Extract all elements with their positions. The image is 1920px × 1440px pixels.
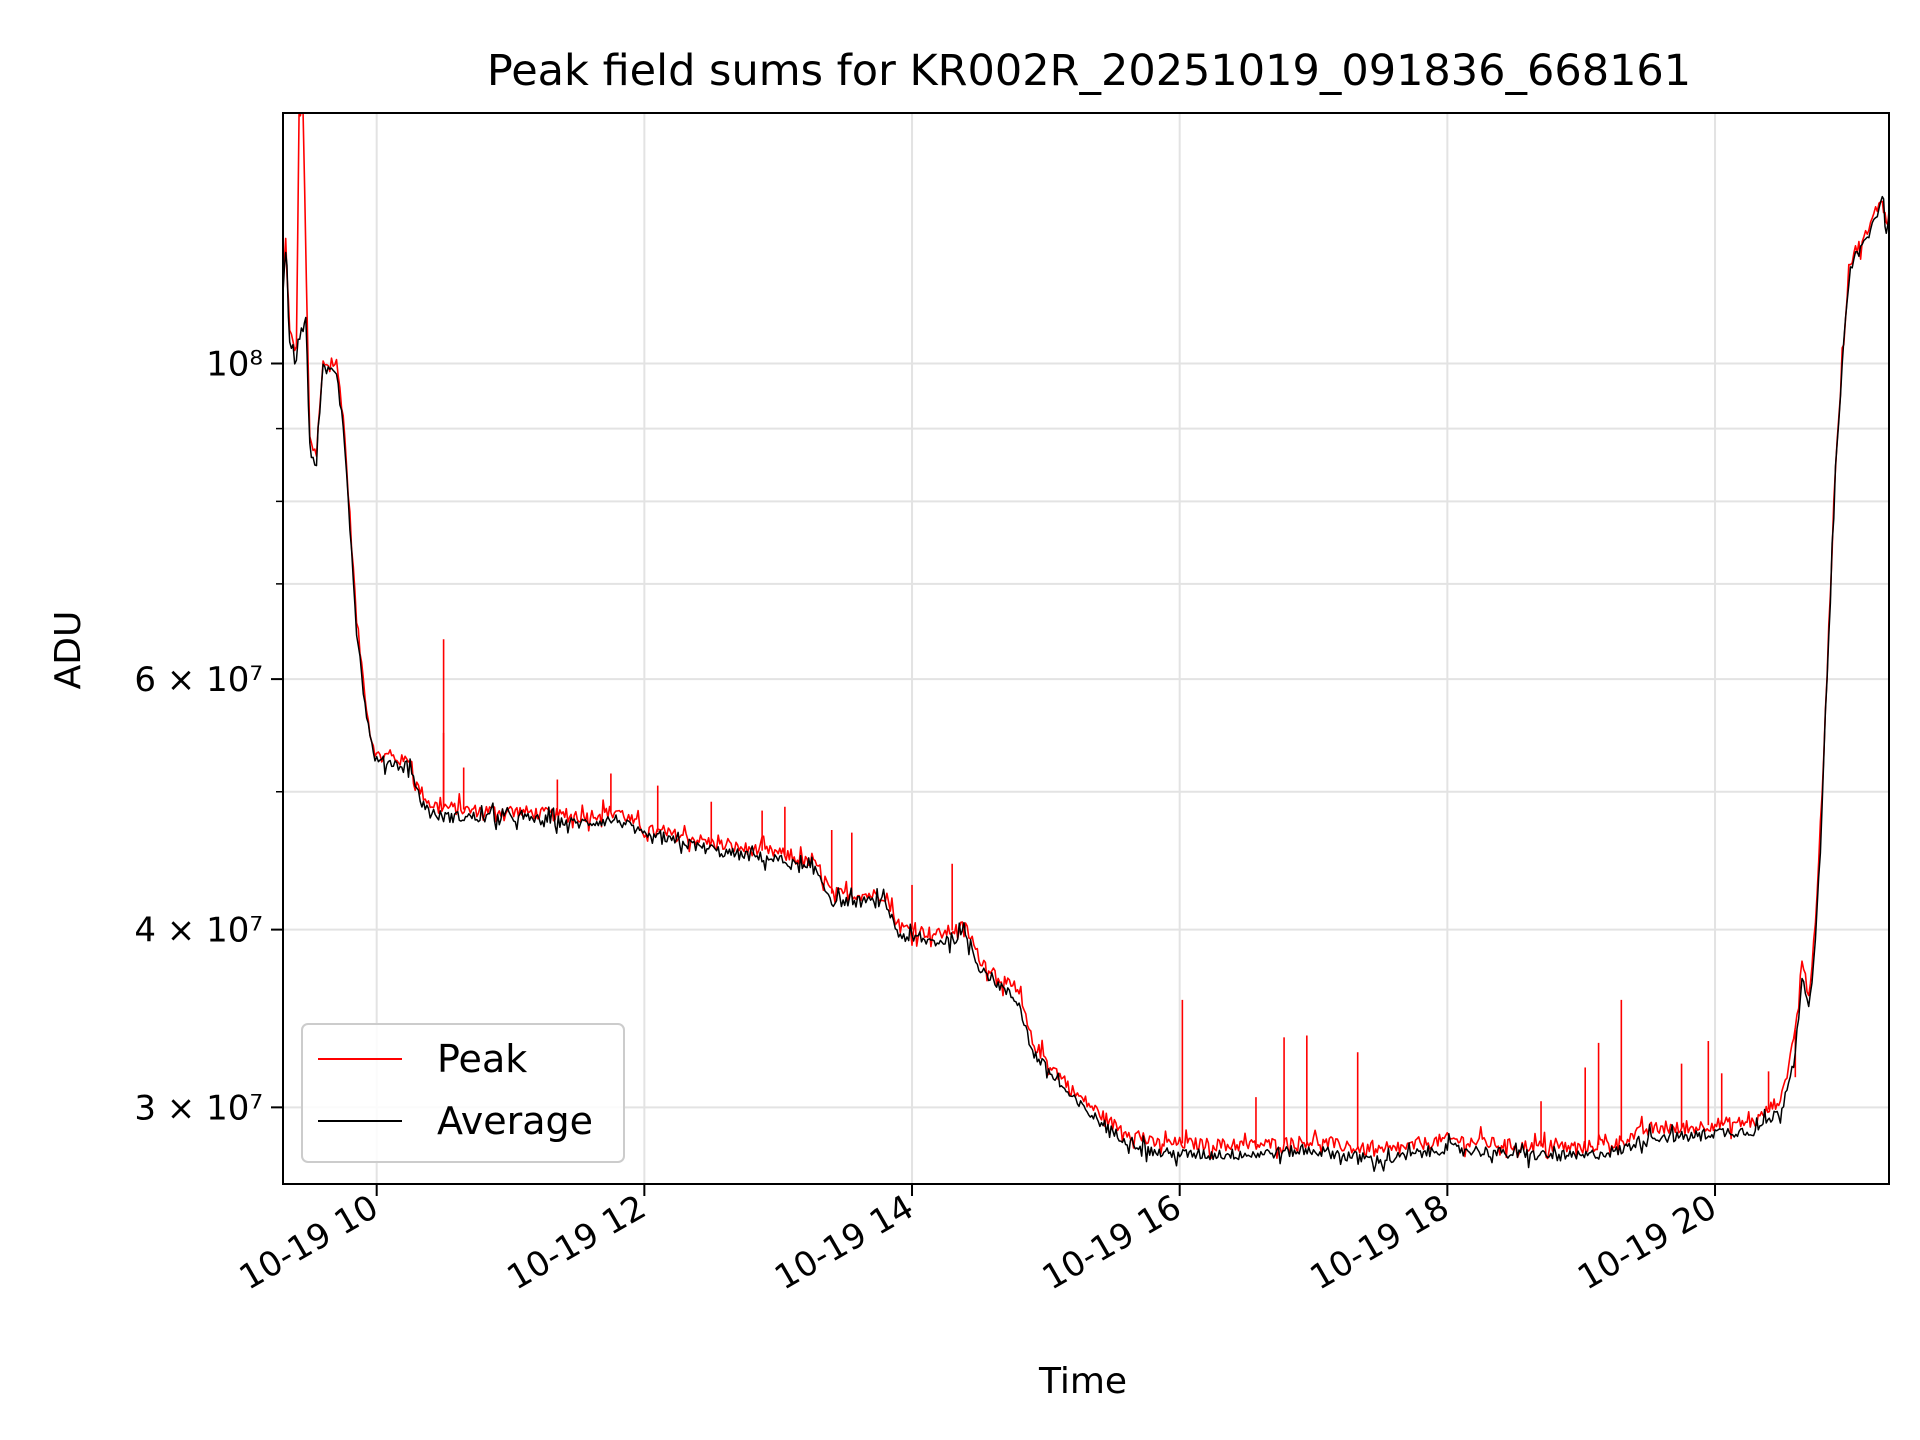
y-tick-label: 4 × 10⁷ [134, 911, 263, 951]
chart-title: Peak field sums for KR002R_20251019_0918… [487, 46, 1691, 96]
y-axis: 3 × 10⁷ 4 × 10⁷ 6 × 10⁷ 10⁸ [134, 345, 283, 1128]
series-layer [283, 113, 1889, 1172]
grid [283, 113, 1889, 1184]
y-axis-label: ADU [48, 611, 89, 690]
legend: Peak Average [301, 1023, 625, 1163]
legend-label-average: Average [437, 1099, 593, 1143]
series-line-average [283, 195, 1889, 1172]
y-tick-label: 6 × 10⁷ [134, 660, 263, 700]
plot-frame [282, 112, 1890, 1185]
legend-label-peak: Peak [437, 1037, 527, 1081]
x-axis-label: Time [1038, 1361, 1127, 1402]
y-tick-label: 3 × 10⁷ [134, 1088, 263, 1128]
y-tick-label: 10⁸ [206, 345, 263, 385]
series-line-peak [283, 113, 1889, 1160]
